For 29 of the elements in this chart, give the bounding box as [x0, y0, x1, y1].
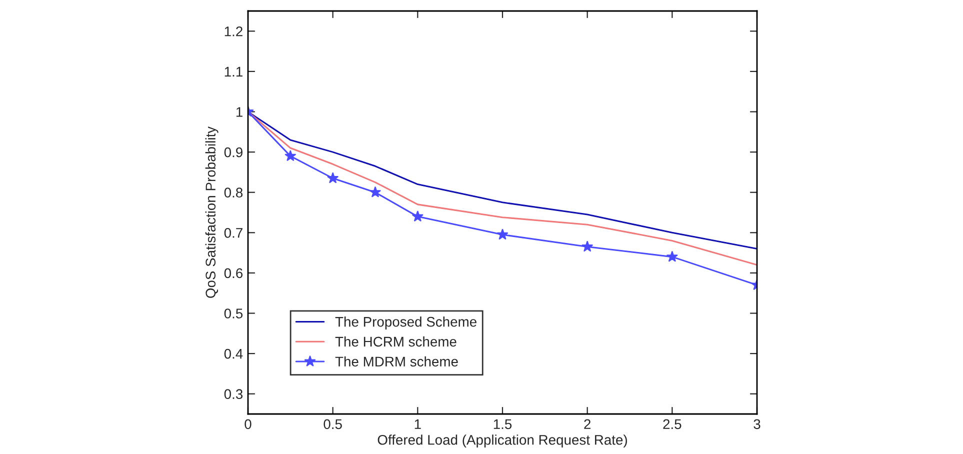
- y-tick-label: 0.9: [224, 147, 242, 158]
- point: [496, 228, 508, 240]
- y-tick-label: 0.8: [224, 188, 243, 198]
- x-tick-label: 1: [414, 419, 421, 429]
- x-axis-title: Offered Load (Application Request Rate): [378, 434, 627, 448]
- y-tick-label: 0.7: [224, 228, 242, 238]
- y-axis-title: QoS Satisfaction Probability: [205, 126, 218, 298]
- y-tick-label: 0.4: [224, 348, 243, 359]
- point: [582, 240, 594, 252]
- x-tick-label: 2: [584, 419, 590, 429]
- point: [369, 186, 382, 198]
- y-tick-label: 1.1: [224, 66, 242, 76]
- point: [327, 172, 339, 184]
- point: [412, 210, 424, 222]
- y-tick-label: 1.2: [224, 26, 242, 36]
- x-tick-label: 0: [244, 419, 252, 430]
- point: [666, 250, 678, 262]
- x-tick-label: 3: [754, 419, 760, 430]
- y-tick-label: 0.6: [224, 268, 243, 278]
- point: [284, 150, 296, 162]
- y-tick-label: 1: [236, 107, 242, 117]
- y-tick-label: 0.5: [224, 308, 243, 318]
- legend-label: The MDRM scheme: [335, 356, 458, 367]
- x-tick-label: 0.5: [324, 419, 342, 430]
- x-tick-label: 1.5: [494, 419, 512, 430]
- legend-label: The Proposed Scheme: [335, 316, 476, 330]
- legend-label: The HCRM scheme: [335, 336, 456, 347]
- y-tick-label: 0.3: [224, 389, 243, 400]
- x-tick-label: 2.5: [663, 419, 682, 430]
